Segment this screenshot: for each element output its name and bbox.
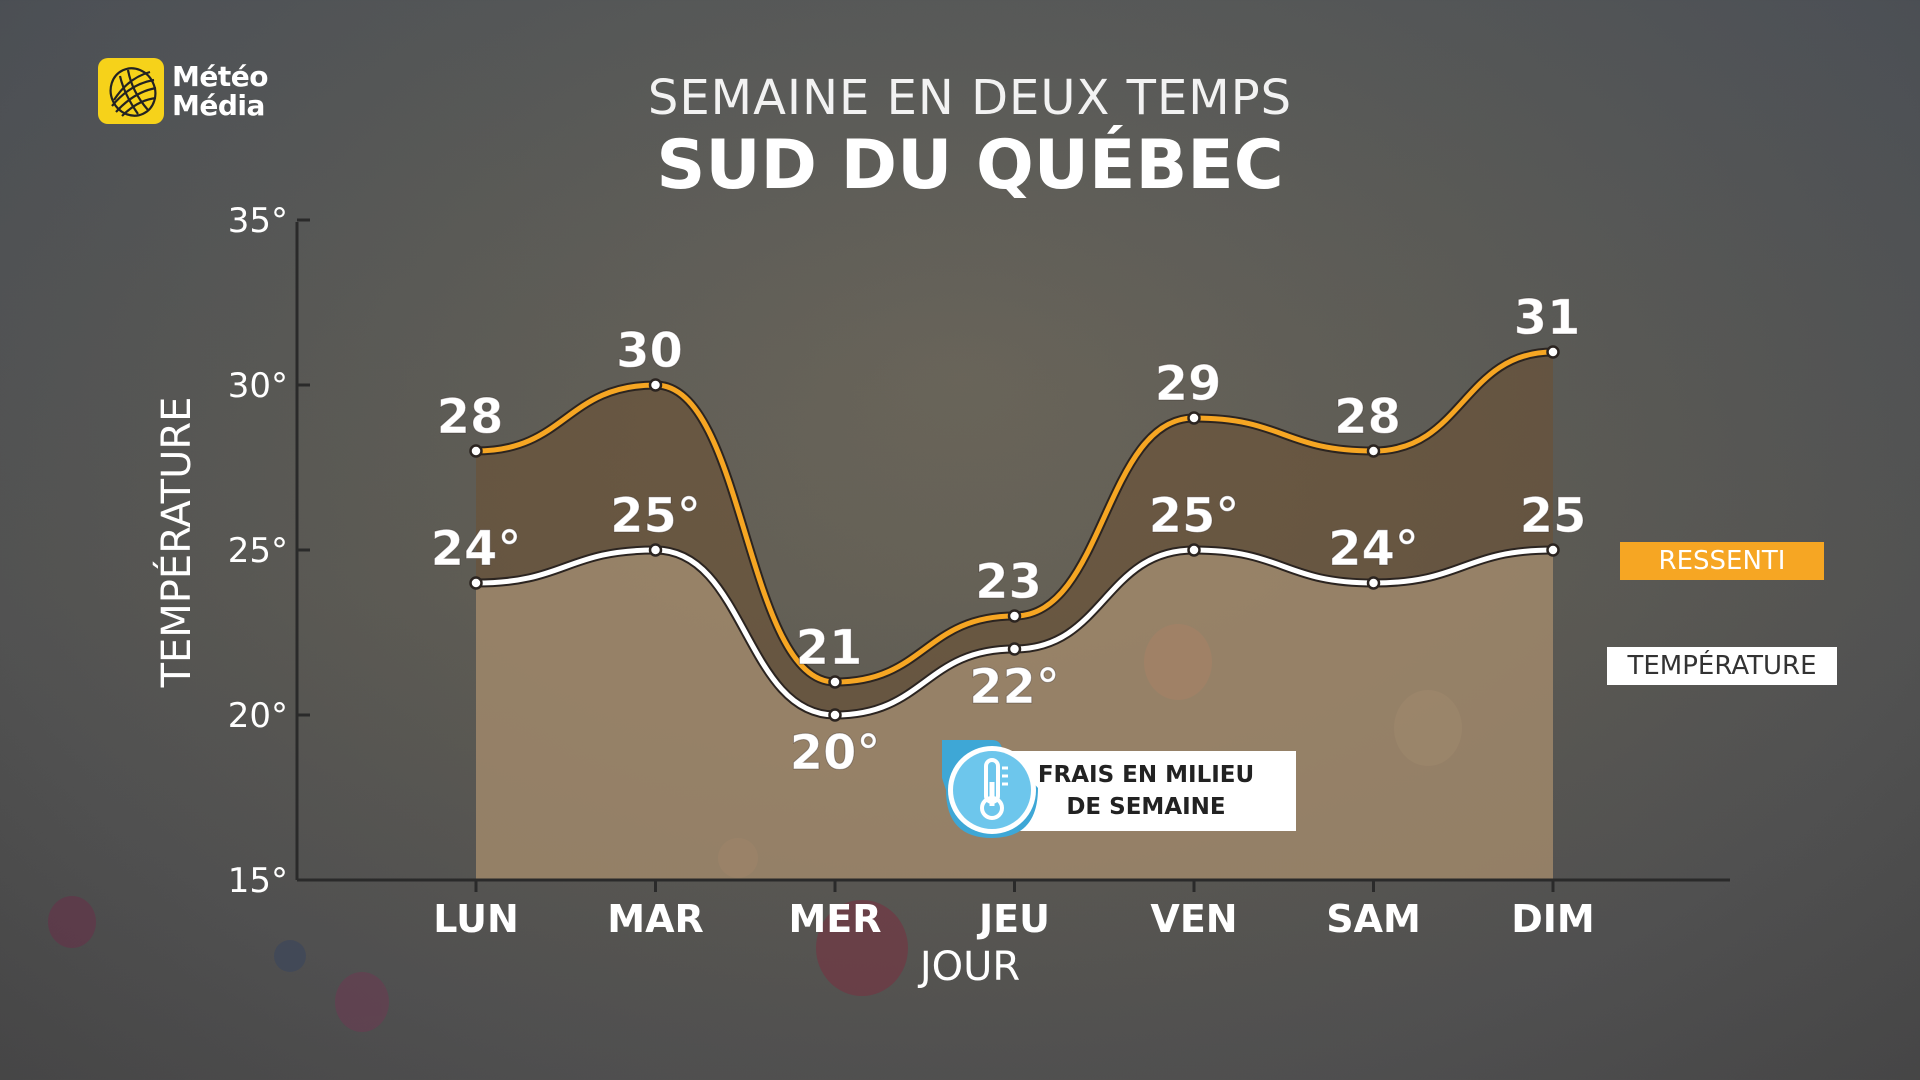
y-tick-label: 30° (228, 366, 288, 406)
balloon-icon (335, 972, 389, 1032)
y-tick-label: 15° (228, 861, 288, 901)
chart-title: SUD DU QUÉBEC (656, 126, 1284, 205)
globe-icon (98, 58, 164, 124)
temperature-data-label: 25° (610, 488, 701, 544)
meteomedia-logo: Météo Média (98, 58, 268, 124)
temperature-point (1007, 642, 1022, 656)
ressenti-data-label: 21 (796, 620, 863, 676)
ressenti-point (1007, 609, 1022, 623)
y-axis-label: TEMPÉRATURE (152, 397, 200, 689)
ressenti-point (1187, 411, 1201, 425)
x-tick-label: MER (788, 897, 881, 941)
ressenti-data-label: 23 (975, 554, 1042, 610)
x-axis-label: JOUR (917, 944, 1020, 990)
temperature-point (648, 543, 663, 557)
balloon-icon (274, 940, 306, 972)
temperature-data-label: 24° (1328, 521, 1419, 577)
legend-ressenti: RESSENTI (1620, 542, 1824, 580)
ressenti-data-label: 31 (1514, 290, 1581, 346)
ressenti-point (1546, 345, 1560, 359)
temperature-point (1366, 576, 1381, 590)
callout-frais: FRAIS EN MILIEU DE SEMAINE (936, 738, 1296, 838)
balloon-icon (48, 896, 96, 948)
temperature-point (1546, 543, 1560, 557)
balloon-icon (816, 900, 908, 996)
x-tick-label: VEN (1150, 897, 1237, 941)
temperature-data-label: 20° (790, 725, 881, 781)
x-tick-label: JEU (976, 897, 1050, 941)
temperature-data-label: 25 (1520, 488, 1587, 544)
ressenti-point (648, 378, 663, 392)
legend-temperature: TEMPÉRATURE (1607, 647, 1837, 685)
y-tick-label: 25° (228, 531, 288, 571)
thermometer-icon (942, 740, 1038, 838)
callout-line1: FRAIS EN MILIEU (1037, 762, 1255, 788)
chart-subtitle: SEMAINE EN DEUX TEMPS (647, 70, 1293, 126)
x-tick-label: LUN (433, 897, 519, 941)
ressenti-data-label: 29 (1155, 356, 1222, 412)
temperature-data-label: 22° (969, 659, 1060, 715)
temperature-point (828, 708, 842, 722)
ressenti-point (469, 444, 483, 458)
ressenti-point (828, 675, 842, 689)
ressenti-point (1366, 444, 1381, 458)
callout-text-box: FRAIS EN MILIEU DE SEMAINE (996, 751, 1296, 831)
y-tick-label: 20° (228, 696, 288, 736)
temperature-point (1187, 543, 1201, 557)
x-tick-label: SAM (1326, 897, 1421, 941)
x-tick-label: DIM (1511, 897, 1595, 941)
brand-line1: Météo (172, 60, 268, 93)
brand-line2: Média (172, 89, 265, 122)
temperature-data-label: 25° (1149, 488, 1240, 544)
temperature-point (469, 576, 483, 590)
ressenti-data-label: 30 (616, 323, 683, 379)
ressenti-data-label: 28 (1334, 389, 1401, 445)
ressenti-data-label: 28 (437, 389, 504, 445)
temperature-data-label: 24° (431, 521, 522, 577)
x-tick-label: MAR (607, 897, 703, 941)
callout-line2: DE SEMAINE (1066, 794, 1226, 820)
y-tick-label: 35° (228, 201, 288, 241)
